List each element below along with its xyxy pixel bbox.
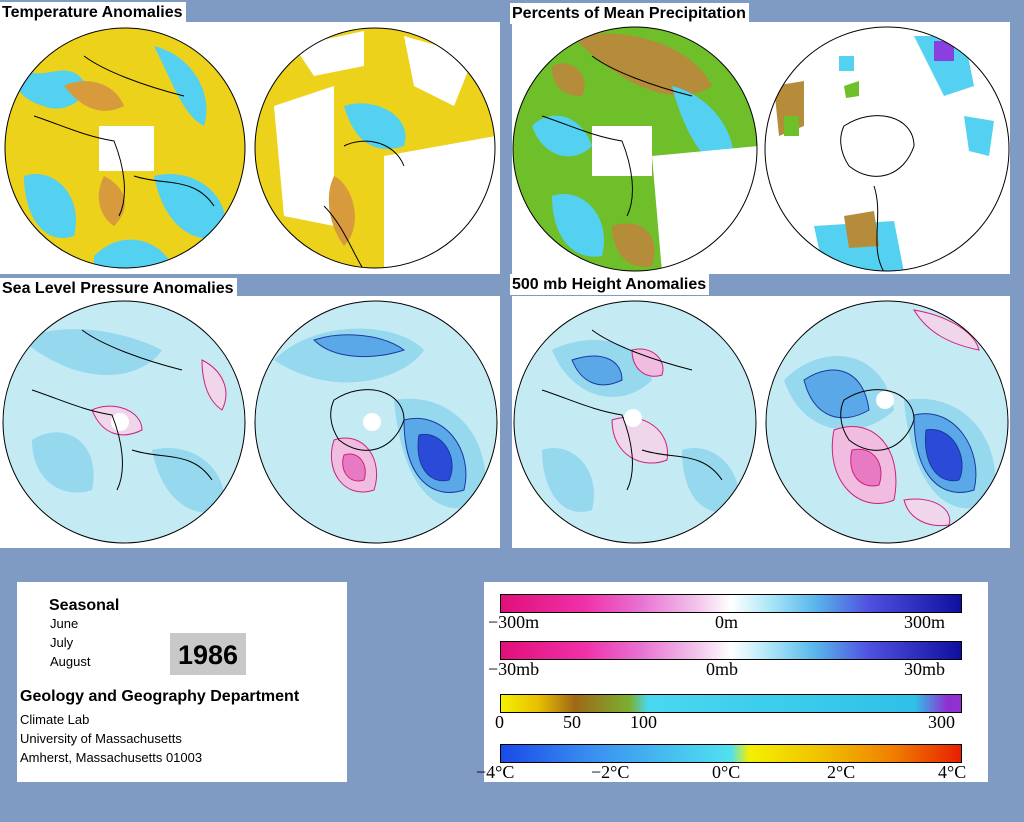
precip-label-300: 300: [928, 712, 955, 732]
precipitation-color-bar: [500, 694, 962, 713]
address-line: Amherst, Massachusetts 01003: [20, 750, 203, 765]
height-globe-south: [764, 300, 1010, 544]
university-name: University of Massachusetts: [20, 731, 182, 746]
height-label-mid: 0m: [715, 612, 739, 632]
pressure-globe-north: [2, 300, 246, 544]
info-box: [17, 582, 347, 782]
month-june: June: [50, 616, 79, 631]
panel-title-sea-level-pressure: Sea Level Pressure Anomalies: [0, 278, 237, 299]
department-name: Geology and Geography Department: [20, 688, 300, 705]
temperature-color-bar: [500, 744, 962, 763]
precip-label-50: 50: [563, 712, 581, 732]
month-july: July: [50, 635, 74, 650]
precipitation-globe-north: [512, 26, 758, 272]
year-badge: 1986: [170, 633, 246, 675]
pressure-label-min: −30mb: [488, 659, 540, 679]
height-globe-north: [512, 300, 758, 544]
temp-label-2: 2°C: [827, 762, 856, 782]
pressure-color-bar: [500, 641, 962, 660]
panel-title-temperature: Temperature Anomalies: [0, 2, 186, 23]
month-august: August: [50, 654, 91, 669]
lab-name: Climate Lab: [20, 712, 90, 727]
period-label: Seasonal: [49, 597, 120, 614]
panel-title-precipitation: Percents of Mean Precipitation: [510, 3, 749, 24]
height-color-bar: [500, 594, 962, 613]
temperature-globe-south: [254, 26, 496, 270]
pressure-label-mid: 0mb: [706, 659, 739, 679]
temperature-globe-north: [4, 26, 246, 270]
pressure-label-max: 30mb: [904, 659, 946, 679]
pressure-globe-south: [254, 300, 498, 544]
panel-title-500mb-height: 500 mb Height Anomalies: [510, 274, 710, 295]
temp-label-0: 0°C: [712, 762, 741, 782]
height-label-min: −300m: [488, 612, 540, 632]
temp-label-neg4: −4°C: [476, 762, 515, 782]
temp-label-4: 4°C: [938, 762, 967, 782]
precip-label-0: 0: [495, 712, 504, 732]
precip-label-100: 100: [630, 712, 657, 732]
height-label-max: 300m: [904, 612, 946, 632]
temp-label-neg2: −2°C: [591, 762, 630, 782]
precipitation-globe-south: [764, 26, 1010, 272]
